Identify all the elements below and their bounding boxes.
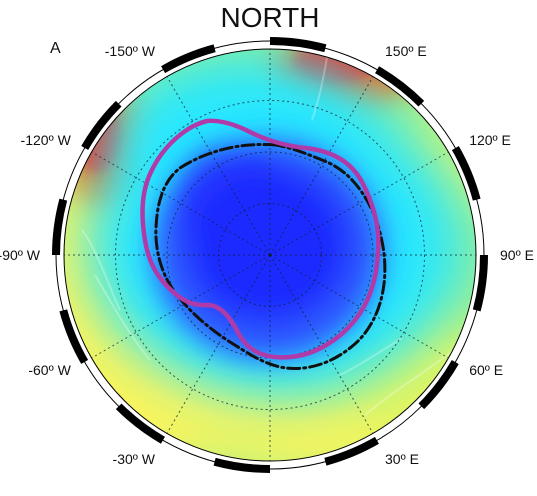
graticule [64, 49, 476, 461]
parallel-ring [115, 100, 425, 410]
label-lon-30w: -30º W [113, 451, 156, 467]
meridian-line [166, 76, 271, 256]
frame-segment [472, 254, 488, 312]
terrain-streaks [81, 49, 455, 416]
parallel-ring [218, 203, 322, 307]
polar-map-disk [64, 49, 476, 461]
dash-dot-contour [154, 142, 387, 370]
frame-segment [213, 37, 271, 53]
label-lon-90w: -90º W [0, 247, 41, 263]
label-lon-120e: 120º E [469, 132, 511, 148]
meridian-line [91, 151, 271, 256]
frame-segment [213, 457, 271, 473]
label-lon-150e: 150º E [385, 43, 427, 59]
frame-segment [269, 37, 327, 53]
meridian-line [269, 76, 374, 256]
magenta-contour [140, 118, 381, 360]
map-title: NORTH [220, 2, 319, 33]
frame-outer-ring [55, 40, 485, 470]
map-frame [52, 37, 488, 473]
frame-segment [472, 198, 488, 256]
meridian-line [269, 254, 374, 434]
label-lon-120w: -120º W [21, 132, 72, 148]
frame-segment [52, 198, 68, 256]
label-lon-60w: -60º W [28, 362, 71, 378]
meridian-line [269, 151, 449, 256]
meridian-line [91, 254, 271, 359]
label-lon-90e: 90º E [500, 247, 534, 263]
longitude-labels: -150º W 150º E -120º W 120º E -90º W 90º… [0, 43, 534, 467]
meridian-line [269, 254, 449, 359]
label-lon-150w: -150º W [105, 43, 156, 59]
meridian-line [166, 254, 271, 434]
frame-segment [52, 254, 68, 312]
panel-letter: A [50, 40, 61, 57]
label-lon-60e: 60º E [469, 362, 503, 378]
frame-inner-ring [63, 48, 477, 462]
frame-segment [269, 457, 327, 473]
label-lon-30e: 30º E [385, 451, 419, 467]
